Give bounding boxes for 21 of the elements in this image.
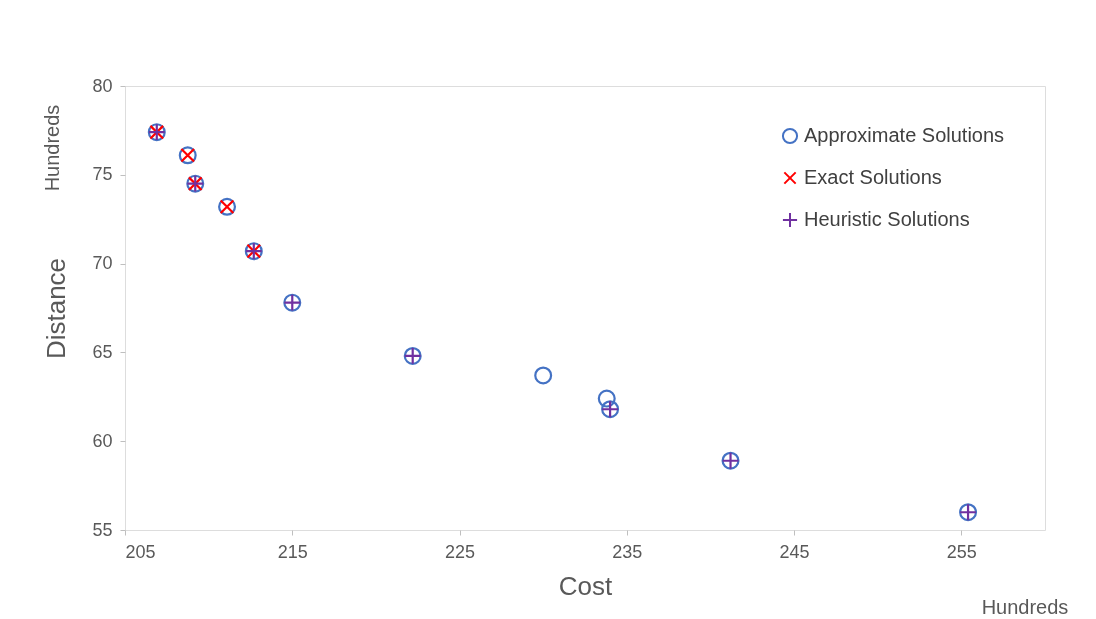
y-tick-label: 65: [92, 341, 113, 362]
point: [534, 366, 553, 385]
text: Hundreds: [981, 596, 1069, 618]
point: [597, 389, 616, 408]
x-tick-label: 225: [445, 541, 476, 562]
legend-label: Exact Solutions: [804, 166, 942, 188]
y-axis-title: Distance: [41, 257, 72, 360]
y-tick-label: 75: [92, 164, 113, 185]
legend-label: Approximate Solutions: [804, 124, 1005, 146]
x-tick-label: 255: [946, 541, 977, 562]
y-tick-label: 60: [92, 430, 113, 451]
y-tick-label: 80: [92, 75, 113, 96]
x-tick-label: 215: [277, 541, 308, 562]
y-tick-label: 55: [92, 519, 113, 540]
x-axis-title: Cost: [558, 570, 613, 601]
text: Hundreds: [41, 104, 63, 192]
legend-label: Heuristic Solutions: [804, 208, 970, 230]
y-tick-label: 70: [92, 253, 113, 274]
x-tick-label: 245: [779, 541, 810, 562]
x-tick-label: 205: [125, 541, 156, 562]
x-tick-label: 235: [612, 541, 643, 562]
